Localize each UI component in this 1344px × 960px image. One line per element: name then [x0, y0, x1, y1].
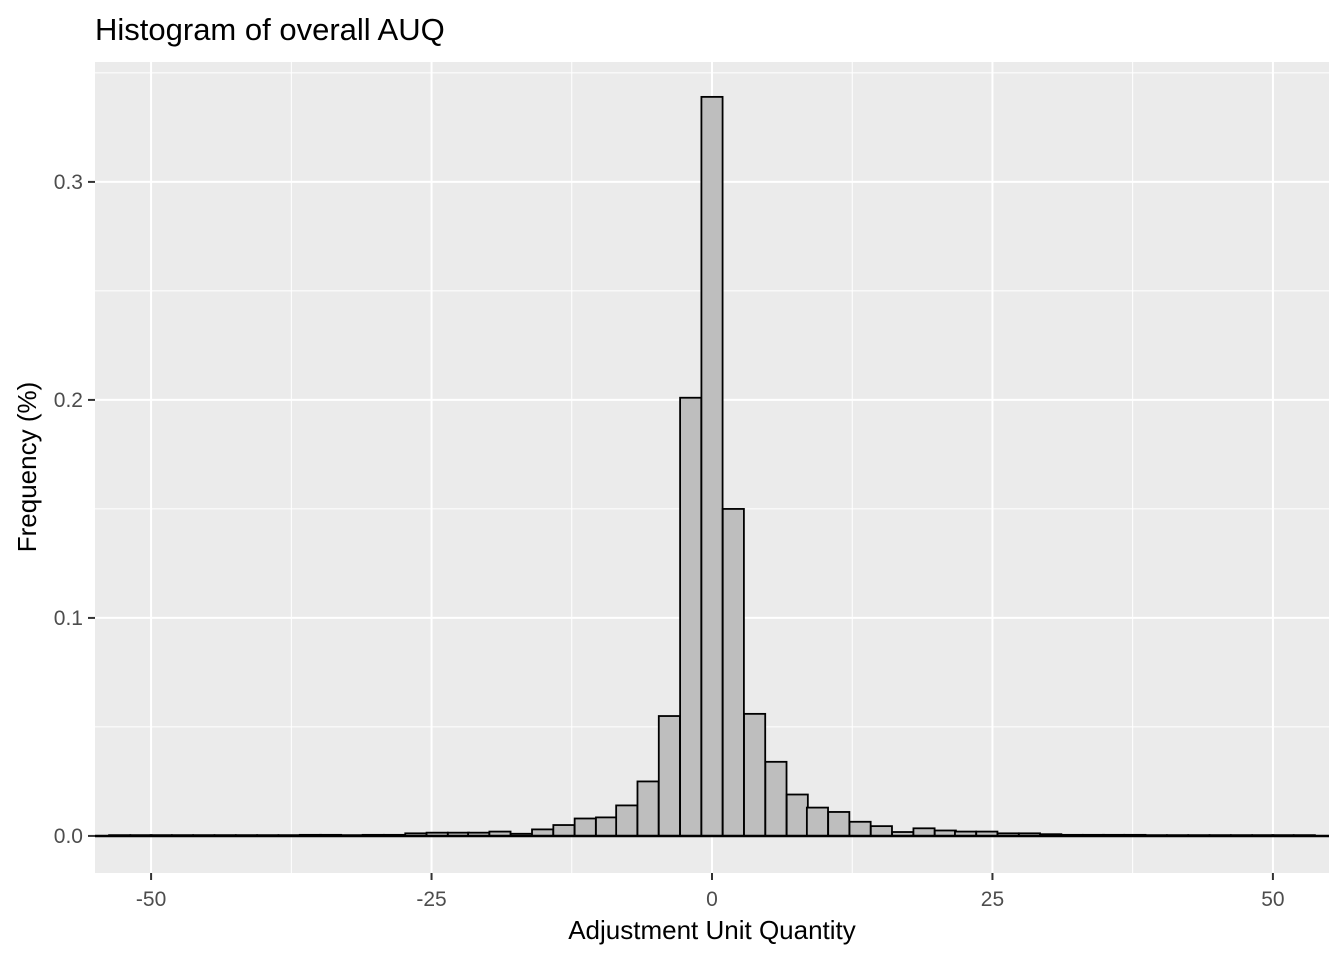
- x-axis-title: Adjustment Unit Quantity: [568, 915, 856, 945]
- histogram-bar: [700, 95, 724, 837]
- histogram-bar: [552, 824, 576, 837]
- histogram-bar: [869, 825, 893, 837]
- histogram-bar: [679, 396, 703, 837]
- histogram-bar: [743, 712, 767, 837]
- y-tick-label: 0.0: [54, 825, 83, 848]
- x-tick-label: 50: [1261, 888, 1284, 911]
- histogram-bar: [657, 715, 681, 837]
- y-axis-title: Frequency (%): [12, 382, 42, 553]
- x-axis-ticks: -50 -25 0 25 50: [136, 873, 1285, 911]
- histogram-bar: [785, 793, 809, 837]
- histogram-bar: [636, 780, 660, 837]
- histogram-bar: [805, 806, 829, 837]
- y-tick-label: 0.1: [54, 607, 83, 630]
- x-tick-label: 25: [981, 888, 1004, 911]
- x-tick-label: -50: [136, 888, 166, 911]
- y-axis-ticks: 0.0 0.1 0.2 0.3: [54, 171, 95, 848]
- x-tick-label: -25: [416, 888, 446, 911]
- chart-title: Histogram of overall AUQ: [95, 12, 445, 47]
- histogram-bar: [848, 820, 872, 837]
- histogram-bar: [721, 508, 745, 837]
- y-tick-label: 0.2: [54, 389, 83, 412]
- histogram-bar: [615, 804, 639, 837]
- histogram-bar: [827, 811, 851, 837]
- histogram-bar: [595, 816, 619, 837]
- histogram-bar: [764, 760, 788, 837]
- histogram-bar: [573, 817, 597, 837]
- x-tick-label: 0: [706, 888, 718, 911]
- y-tick-label: 0.3: [54, 171, 83, 194]
